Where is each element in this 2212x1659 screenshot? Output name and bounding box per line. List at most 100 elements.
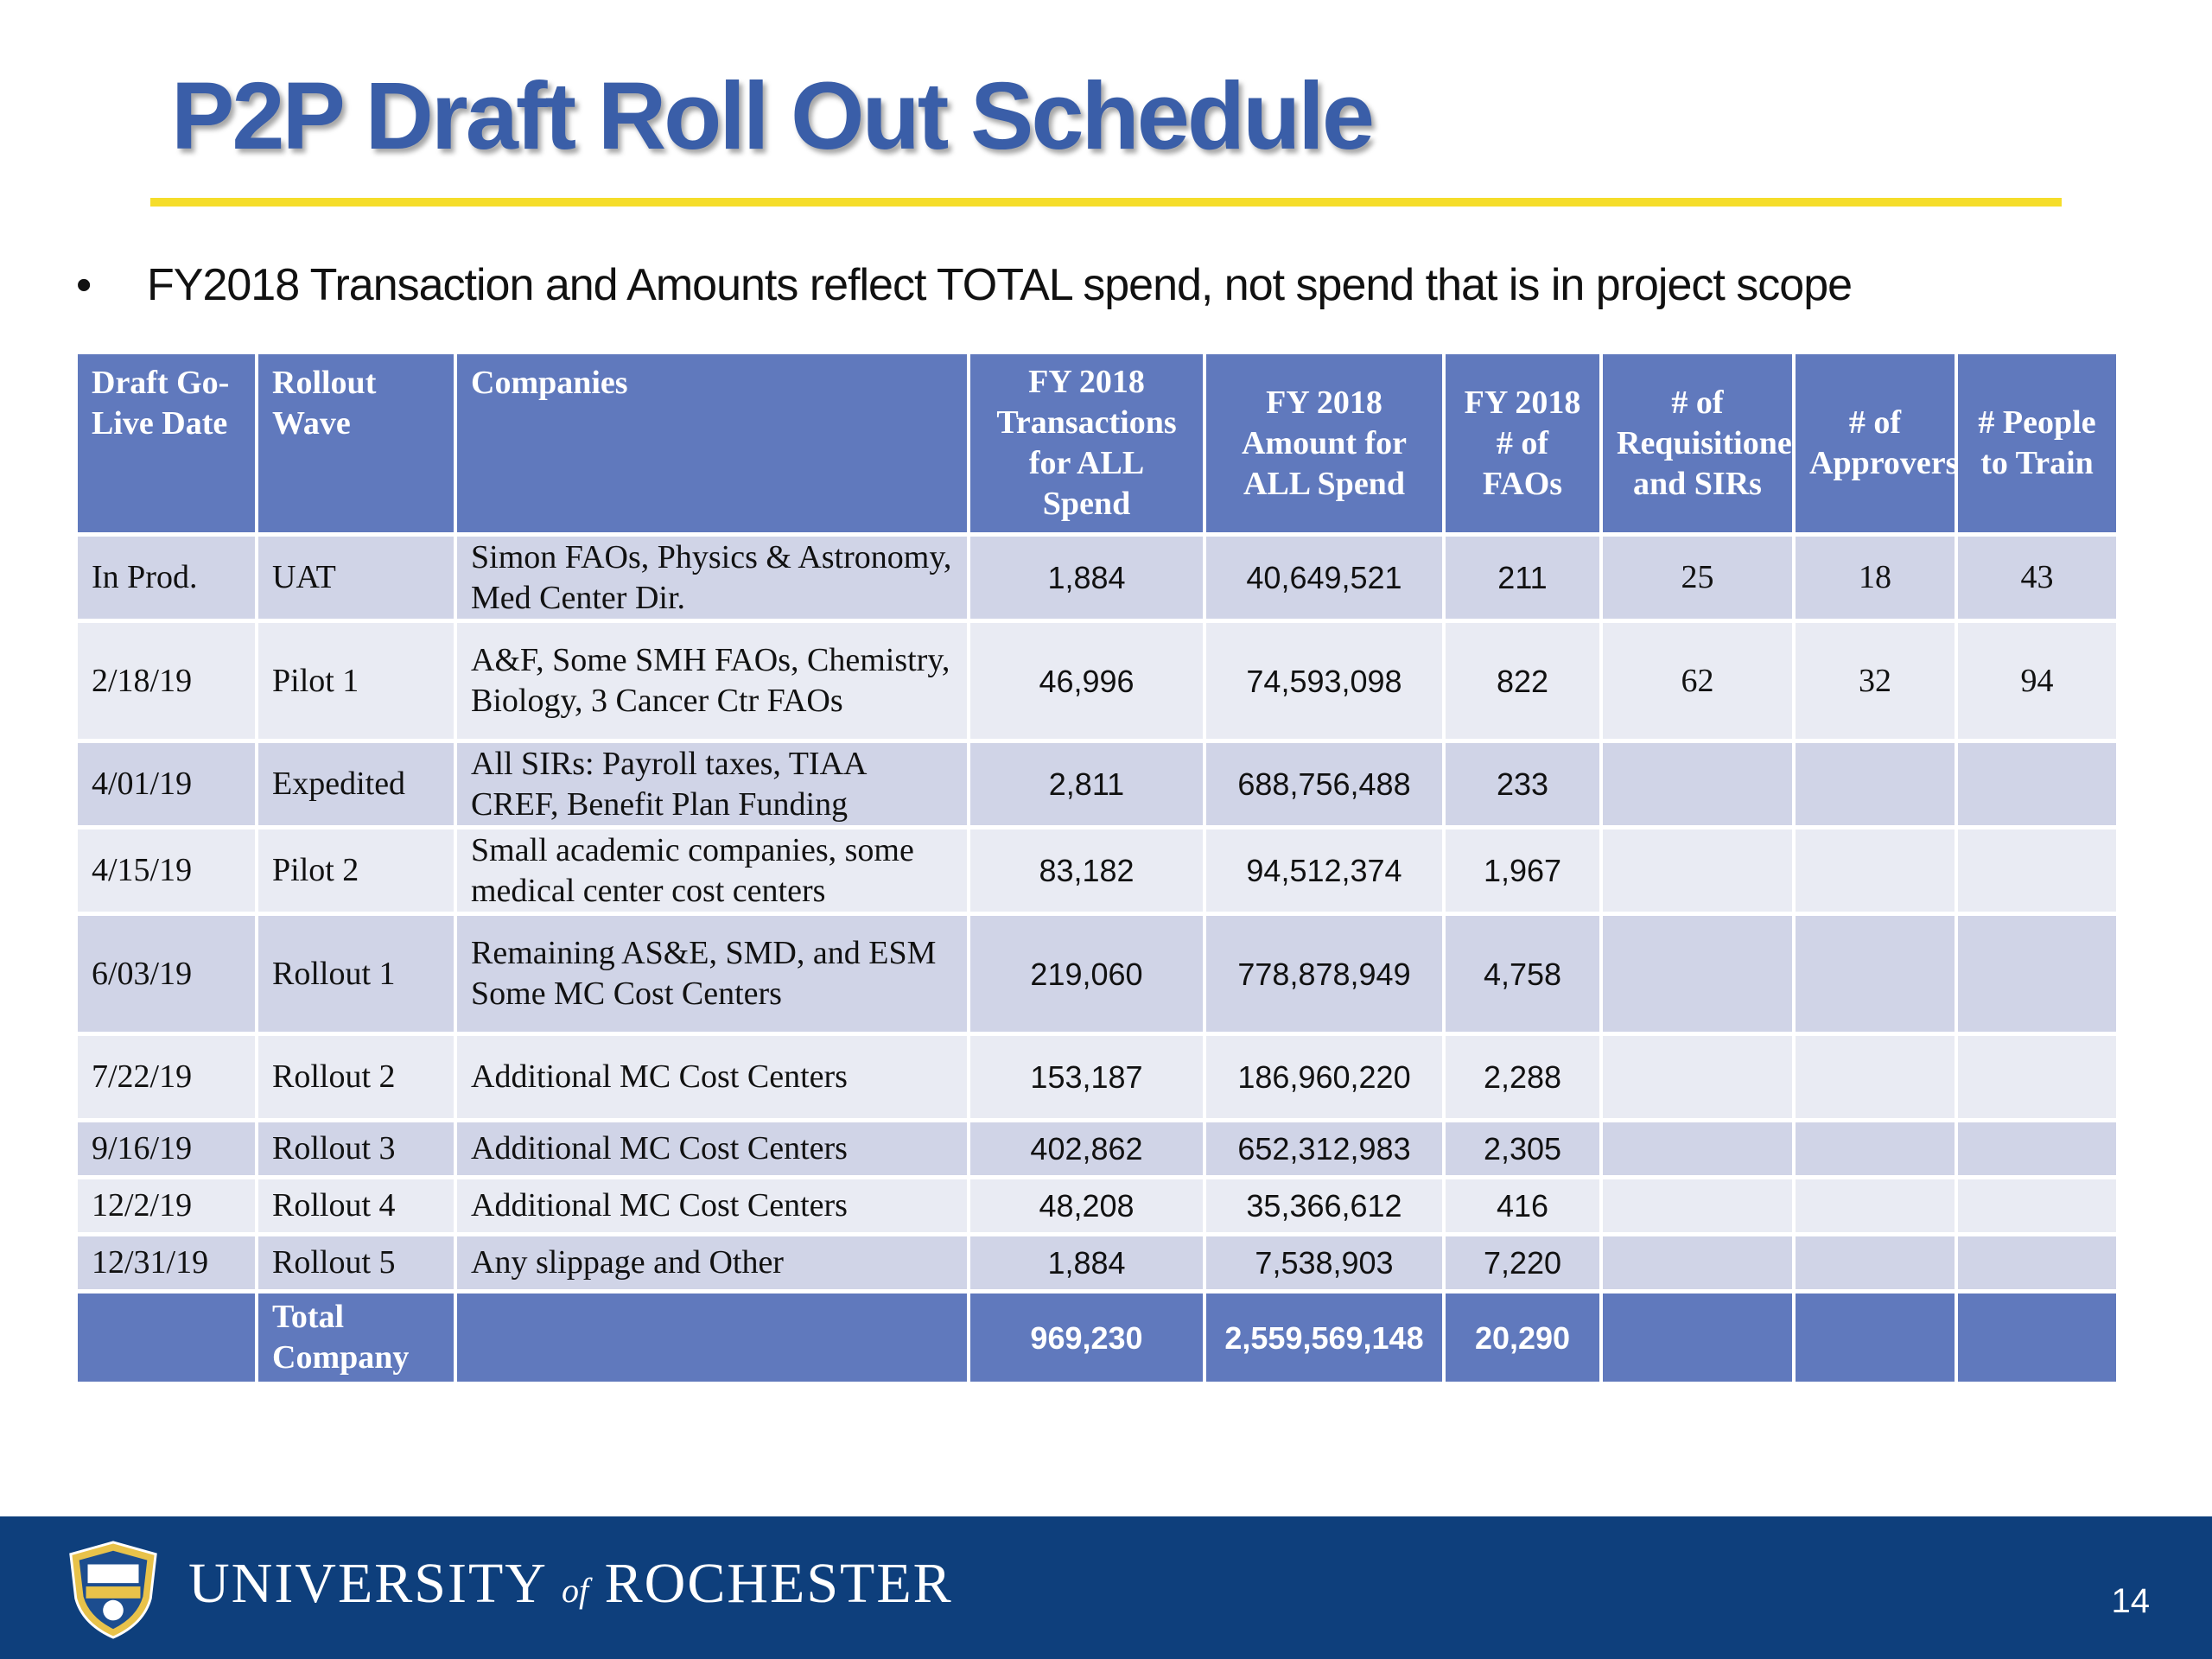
table-cell: 62 — [1603, 623, 1792, 739]
table-cell — [1958, 830, 2116, 912]
table-cell — [1958, 1236, 2116, 1289]
table-cell: 7,220 — [1446, 1236, 1599, 1289]
table-cell: 4/15/19 — [78, 830, 255, 912]
table-cell: 2/18/19 — [78, 623, 255, 739]
total-cell — [78, 1294, 255, 1382]
table-cell: 4/01/19 — [78, 743, 255, 825]
table-cell: 12/31/19 — [78, 1236, 255, 1289]
table-row: 6/03/19 Rollout 1 Remaining AS&E, SMD, and… — [78, 916, 2116, 1032]
table-cell: 688,756,488 — [1206, 743, 1442, 825]
table-row: 7/22/19 Rollout 2 Additional MC Cost Cente… — [78, 1036, 2116, 1118]
rollout-schedule-table: Draft Go-Live Date Rollout Wave Companie… — [74, 350, 2120, 1386]
total-cell — [1958, 1294, 2116, 1382]
table-cell: Rollout 5 — [258, 1236, 454, 1289]
table-row: 12/31/19 Rollout 5 Any slippage and Other 1… — [78, 1236, 2116, 1289]
table-cell — [1796, 1122, 1955, 1175]
table-cell: 1,967 — [1446, 830, 1599, 912]
table-cell — [1603, 1122, 1792, 1175]
table-cell: In Prod. — [78, 537, 255, 619]
table-cell: Additional MC Cost Centers — [457, 1179, 967, 1232]
total-cell — [1796, 1294, 1955, 1382]
table-cell: Rollout 2 — [258, 1036, 454, 1118]
wordmark-of: of — [562, 1571, 589, 1610]
table-cell: Any slippage and Other — [457, 1236, 967, 1289]
table-cell: 186,960,220 — [1206, 1036, 1442, 1118]
table-cell: 83,182 — [970, 830, 1203, 912]
table-cell — [1958, 743, 2116, 825]
page-number: 14 — [2111, 1582, 2151, 1620]
table-cell — [1958, 1179, 2116, 1232]
table-cell: Remaining AS&E, SMD, and ESM Some MC Cos… — [457, 916, 967, 1032]
wordmark-university: UNIVERSITY — [188, 1552, 546, 1615]
total-cell: Total Company — [258, 1294, 454, 1382]
table-cell: 1,884 — [970, 537, 1203, 619]
table-cell: 9/16/19 — [78, 1122, 255, 1175]
table-cell: 402,862 — [970, 1122, 1203, 1175]
table-cell: 32 — [1796, 623, 1955, 739]
table-row: 4/01/19 Expedited All SIRs: Payroll taxes,… — [78, 743, 2116, 825]
wordmark-rochester: ROCHESTER — [604, 1552, 953, 1615]
table-cell: 48,208 — [970, 1179, 1203, 1232]
table-cell — [1603, 830, 1792, 912]
total-cell — [1603, 1294, 1792, 1382]
table-row: 4/15/19 Pilot 2 Small academic companies, … — [78, 830, 2116, 912]
table-cell: 1,884 — [970, 1236, 1203, 1289]
table-cell: 652,312,983 — [1206, 1122, 1442, 1175]
bullet-point: • FY2018 Transaction and Amounts reflect… — [76, 255, 2063, 315]
header-cell: # of Approvers — [1796, 354, 1955, 532]
table-cell: 219,060 — [970, 916, 1203, 1032]
table-cell — [1796, 1179, 1955, 1232]
table-cell: Rollout 4 — [258, 1179, 454, 1232]
table-cell: 2,288 — [1446, 1036, 1599, 1118]
table-cell: Additional MC Cost Centers — [457, 1122, 967, 1175]
table-cell: 153,187 — [970, 1036, 1203, 1118]
table-cell — [1603, 1036, 1792, 1118]
table-cell: 94 — [1958, 623, 2116, 739]
table-cell — [1958, 1036, 2116, 1118]
header-cell: # People to Train — [1958, 354, 2116, 532]
total-cell: 969,230 — [970, 1294, 1203, 1382]
footer-bar: UNIVERSITY of ROCHESTER 14 — [0, 1516, 2212, 1659]
table-cell — [1796, 1236, 1955, 1289]
table-cell: 18 — [1796, 537, 1955, 619]
table-cell: All SIRs: Payroll taxes, TIAA CREF, Bene… — [457, 743, 967, 825]
table-row: In Prod. UAT Simon FAOs, Physics & Astrono… — [78, 537, 2116, 619]
table-cell: 778,878,949 — [1206, 916, 1442, 1032]
table-cell — [1603, 1236, 1792, 1289]
table-cell: Simon FAOs, Physics & Astronomy, Med Cen… — [457, 537, 967, 619]
table-cell — [1796, 743, 1955, 825]
total-cell: 20,290 — [1446, 1294, 1599, 1382]
header-cell: FY 2018 # of FAOs — [1446, 354, 1599, 532]
table-row: 9/16/19 Rollout 3 Additional MC Cost Cente… — [78, 1122, 2116, 1175]
table-total-row: Total Company 969,230 2,559,569,148 20,2… — [78, 1294, 2116, 1382]
header-cell: Companies — [457, 354, 967, 532]
bullet-text: FY2018 Transaction and Amounts reflect T… — [147, 260, 1853, 310]
table-cell: Pilot 1 — [258, 623, 454, 739]
table-cell: UAT — [258, 537, 454, 619]
table-cell: 211 — [1446, 537, 1599, 619]
table-cell: 233 — [1446, 743, 1599, 825]
table-cell — [1603, 1179, 1792, 1232]
table-cell: 25 — [1603, 537, 1792, 619]
table-cell: Pilot 2 — [258, 830, 454, 912]
table-cell: 2,811 — [970, 743, 1203, 825]
table-cell: Additional MC Cost Centers — [457, 1036, 967, 1118]
university-wordmark: UNIVERSITY of ROCHESTER — [188, 1549, 953, 1625]
table-cell: 43 — [1958, 537, 2116, 619]
total-cell: 2,559,569,148 — [1206, 1294, 1442, 1382]
table-row: 2/18/19 Pilot 1 A&F, Some SMH FAOs, Chemis… — [78, 623, 2116, 739]
table-cell: 46,996 — [970, 623, 1203, 739]
table-cell: Expedited — [258, 743, 454, 825]
table-cell: 6/03/19 — [78, 916, 255, 1032]
slide-title: P2P Draft Roll Out Schedule — [171, 63, 1375, 169]
table-cell: A&F, Some SMH FAOs, Chemistry, Biology, … — [457, 623, 967, 739]
table-cell — [1958, 1122, 2116, 1175]
table-cell: 822 — [1446, 623, 1599, 739]
table-cell: 7/22/19 — [78, 1036, 255, 1118]
university-seal-icon — [69, 1541, 157, 1639]
table-cell — [1796, 1036, 1955, 1118]
table-cell: 12/2/19 — [78, 1179, 255, 1232]
header-cell: Rollout Wave — [258, 354, 454, 532]
table-cell: 35,366,612 — [1206, 1179, 1442, 1232]
table-cell: Rollout 1 — [258, 916, 454, 1032]
